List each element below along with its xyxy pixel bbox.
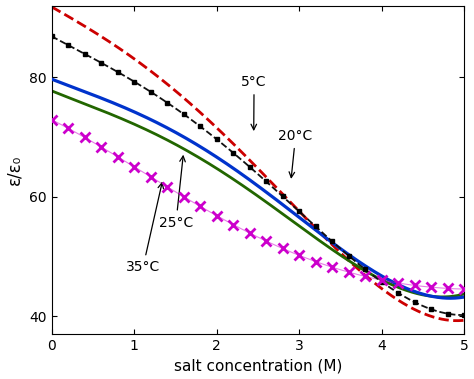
Text: 20°C: 20°C bbox=[278, 129, 313, 178]
Text: 35°C: 35°C bbox=[126, 183, 164, 274]
Text: 5°C: 5°C bbox=[241, 75, 267, 130]
X-axis label: salt concentration (M): salt concentration (M) bbox=[173, 359, 342, 373]
Y-axis label: ε/ε₀: ε/ε₀ bbox=[6, 155, 24, 185]
Text: 25°C: 25°C bbox=[159, 156, 193, 230]
